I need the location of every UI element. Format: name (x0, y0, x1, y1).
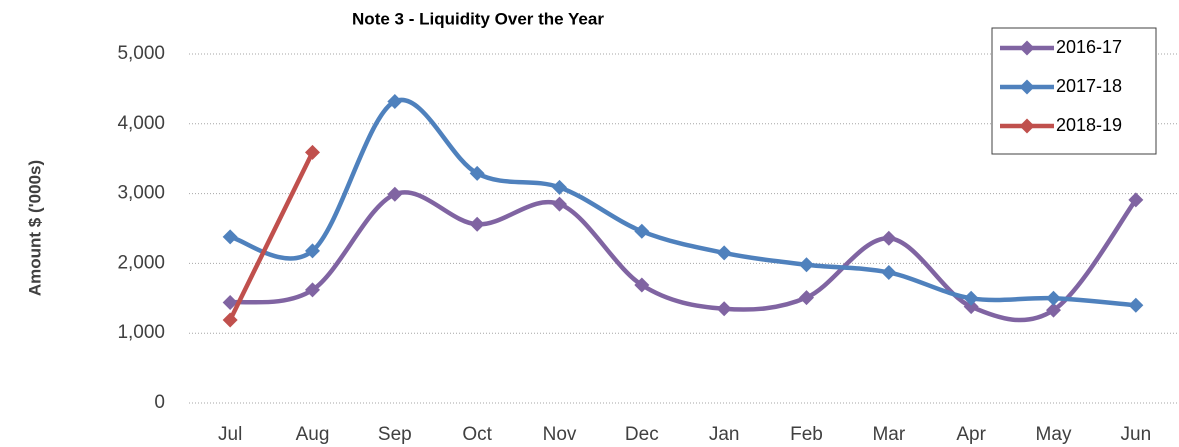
data-point (799, 290, 814, 306)
series-line (228, 151, 315, 321)
data-point (634, 223, 650, 239)
y-tick-label: 4,000 (117, 113, 165, 134)
data-point (881, 230, 897, 246)
data-point (305, 144, 320, 160)
y-tick-label: 5,000 (117, 43, 165, 64)
y-tick-label: 3,000 (117, 183, 165, 204)
x-tick-label: Jun (1121, 424, 1152, 445)
data-point (305, 282, 320, 298)
y-tick-label: 0 (154, 392, 165, 413)
data-point (222, 312, 238, 328)
data-point (1128, 192, 1144, 208)
data-point (305, 243, 320, 259)
data-point (634, 277, 650, 293)
data-point (222, 229, 238, 245)
data-point (387, 93, 403, 109)
data-point (469, 165, 485, 181)
data-point (1046, 302, 1061, 318)
data-point (552, 179, 567, 195)
data-point (963, 290, 979, 306)
data-point (469, 216, 485, 232)
x-tick-label: Oct (462, 424, 492, 445)
y-tick-label: 1,000 (117, 322, 165, 343)
data-point (552, 196, 567, 212)
data-point (881, 264, 897, 280)
x-tick-label: Nov (543, 424, 577, 445)
chart-title: Note 3 - Liquidity Over the Year (352, 9, 604, 28)
x-tick-label: Feb (790, 424, 823, 445)
data-point (1046, 290, 1061, 306)
y-tick-label: 2,000 (117, 252, 165, 273)
legend-marker (1019, 40, 1035, 56)
data-point (716, 245, 732, 261)
data-point (799, 257, 814, 273)
data-point (387, 186, 403, 202)
x-tick-label: Dec (625, 424, 659, 445)
x-tick-label: Jan (709, 424, 740, 445)
x-tick-label: Jul (218, 424, 242, 445)
legend-label: 2018-19 (1056, 115, 1122, 135)
x-tick-label: Mar (872, 424, 905, 445)
data-point (1128, 297, 1144, 313)
series-line (229, 190, 1138, 323)
legend-marker (1019, 79, 1035, 95)
legend-label: 2017-18 (1056, 76, 1122, 96)
legend-marker (1019, 118, 1035, 134)
x-tick-label: May (1036, 424, 1072, 445)
x-tick-label: Aug (296, 424, 330, 445)
x-tick-label: Apr (956, 424, 986, 445)
y-axis-label: Amount $ ('000s) (25, 160, 44, 296)
data-point (222, 294, 238, 310)
data-point (716, 301, 732, 317)
x-tick-label: Sep (378, 424, 412, 445)
legend-label: 2016-17 (1056, 37, 1122, 57)
data-point (963, 299, 979, 315)
